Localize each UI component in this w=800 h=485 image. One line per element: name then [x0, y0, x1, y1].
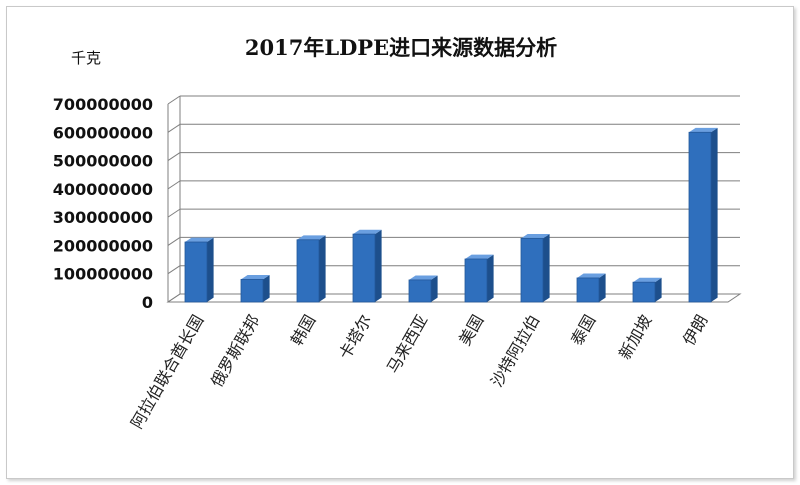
chart-title: 2017年LDPE进口来源数据分析 [245, 35, 557, 60]
bar-front [520, 237, 544, 303]
bar-front [240, 278, 264, 303]
bar [184, 237, 214, 303]
x-tick-label: 马来西亚 [383, 312, 431, 377]
bar [632, 277, 662, 303]
bar-front [632, 281, 656, 303]
bar-front [352, 233, 376, 303]
bar-front [688, 131, 712, 303]
bar [464, 254, 494, 303]
y-tick-label: 100000000 [53, 265, 153, 284]
bar-side [319, 235, 326, 302]
bar-top [577, 273, 606, 278]
x-tick-label: 沙特阿拉伯 [487, 312, 543, 391]
x-tick-label: 卡塔尔 [335, 312, 375, 363]
bar-top [353, 229, 382, 235]
gridline-depth [167, 208, 181, 218]
bar [296, 235, 326, 303]
gridlines [166, 95, 742, 303]
bar-side [487, 254, 494, 302]
bar [576, 273, 606, 303]
bar-top [409, 275, 438, 280]
bar-top [689, 127, 718, 133]
x-tick-label: 美国 [455, 312, 487, 349]
x-tick-label: 阿拉伯联合酋长国 [127, 312, 207, 432]
bar-top [185, 237, 214, 243]
gridline-depth [167, 123, 181, 133]
x-tick-label: 泰国 [567, 312, 599, 349]
gridline-depth [167, 152, 181, 161]
bar [240, 274, 270, 303]
bar-side [207, 237, 214, 302]
x-tick-label: 俄罗斯联邦 [207, 312, 263, 391]
y-tick-label: 0 [142, 293, 153, 312]
chart-frame: 2017年LDPE进口来源数据分析 千克 0 100000000 200000000… [6, 6, 794, 479]
gridline-depth [167, 265, 181, 275]
y-tick-label: 400000000 [53, 180, 153, 199]
x-axis-ticks: 阿拉伯联合酋长国 俄罗斯联邦 韩国 卡塔尔 马来西亚 美国 沙特阿拉伯 泰国 新加坡 伊朗 [127, 312, 711, 432]
bar [408, 275, 438, 303]
bar-side [431, 275, 438, 302]
bar-side [599, 273, 606, 302]
y-tick-label: 600000000 [53, 123, 153, 142]
y-tick-label: 700000000 [53, 95, 153, 114]
bar-front [576, 277, 600, 303]
bar-front [184, 241, 208, 303]
bar [688, 127, 718, 303]
bar [352, 229, 382, 303]
bar-top [521, 233, 550, 239]
gridline-depth [167, 237, 181, 246]
gridline-depth [167, 180, 181, 190]
bar-top [297, 235, 326, 240]
bar-top [241, 274, 270, 280]
bar-side [711, 127, 718, 302]
bar-side [375, 229, 382, 302]
bar [520, 233, 550, 303]
bar-side [263, 274, 270, 302]
x-tick-label: 伊朗 [679, 312, 711, 349]
bars [184, 127, 718, 303]
bar-front [296, 239, 320, 303]
bar-top [465, 254, 494, 260]
gridline-depth [167, 95, 181, 105]
bar-side [543, 233, 550, 302]
x-tick-label: 韩国 [287, 312, 319, 349]
y-tick-label: 500000000 [53, 152, 153, 171]
bar-front [408, 279, 432, 303]
bar-side [655, 277, 662, 302]
y-tick-label: 200000000 [53, 236, 153, 255]
bar-top [633, 277, 662, 283]
y-axis-ticks: 0 100000000 200000000 300000000 400000000 500… [53, 95, 153, 312]
y-tick-label: 300000000 [53, 208, 153, 227]
y-axis-unit: 千克 [71, 49, 101, 67]
x-tick-label: 新加坡 [615, 312, 655, 363]
bar-front [464, 258, 488, 303]
bar-chart: 2017年LDPE进口来源数据分析 千克 0 100000000 200000000… [53, 35, 742, 432]
